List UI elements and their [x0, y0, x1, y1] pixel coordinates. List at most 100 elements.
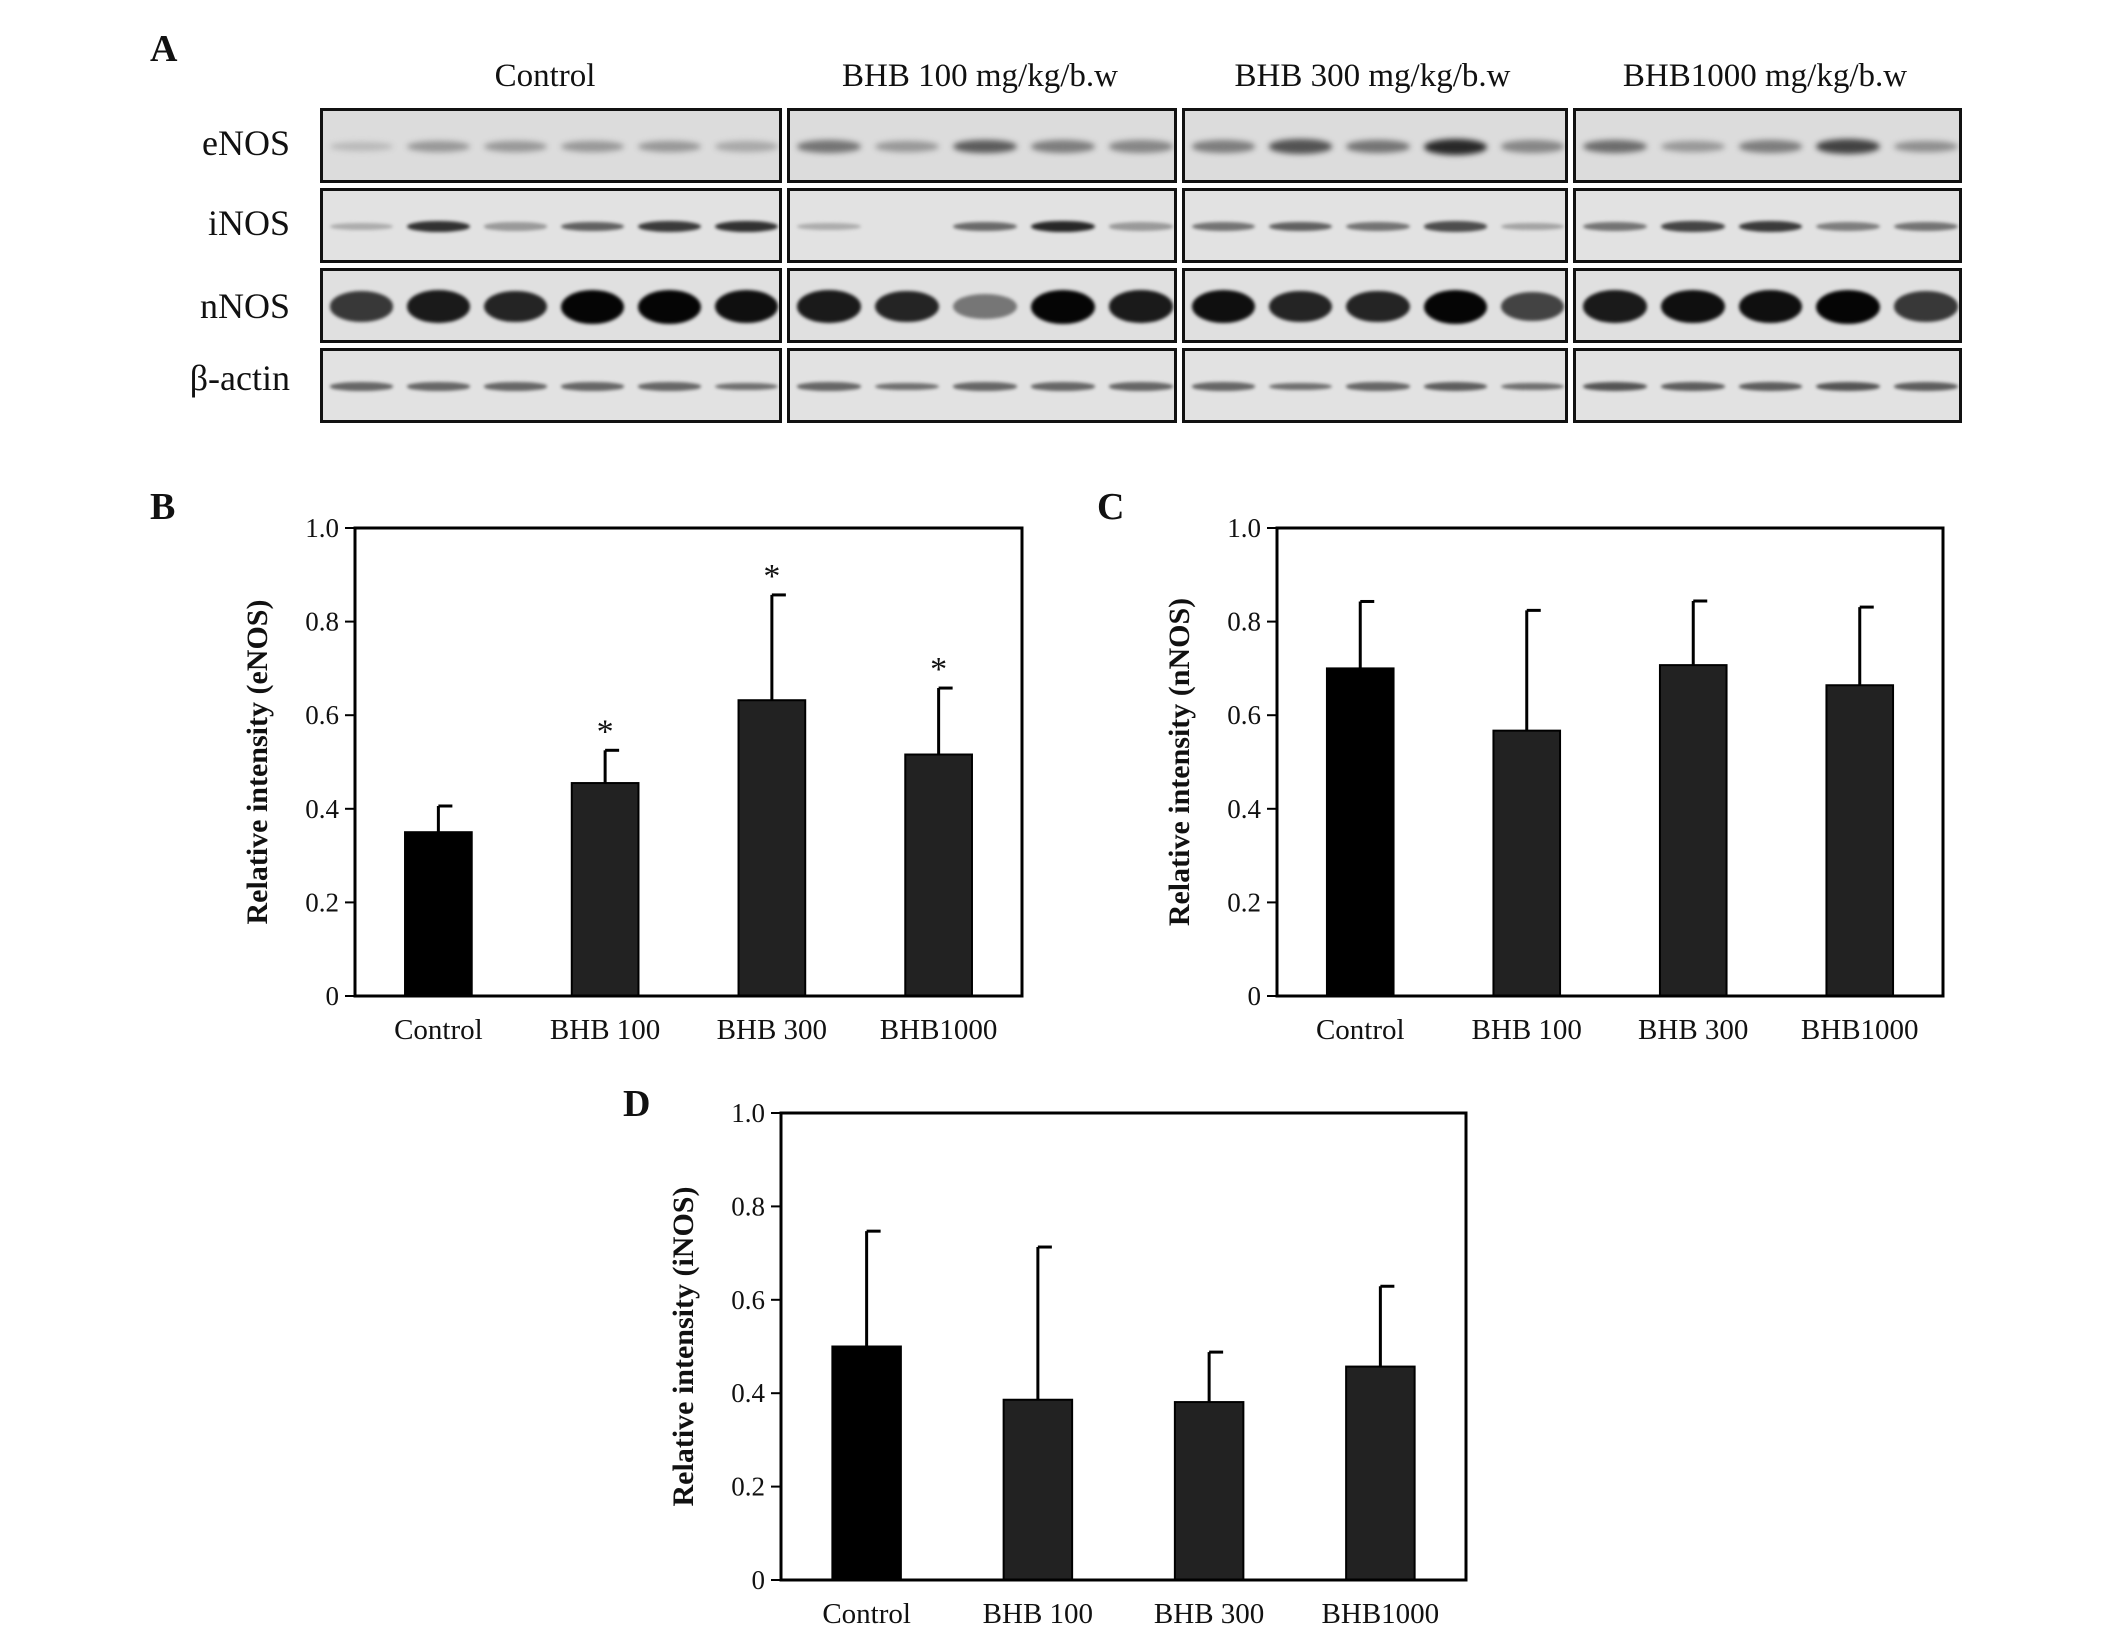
blot-box-enos-group-2 — [787, 108, 1177, 183]
chart-c-y-tick-label: 0.6 — [1227, 700, 1261, 730]
chart-b-bar — [904, 753, 973, 998]
chart-d-y-tick-label: 0 — [752, 1565, 766, 1595]
blot-row-label-enos: eNOS — [202, 123, 290, 163]
blot-band — [560, 289, 625, 324]
blot-band — [1738, 140, 1803, 153]
blot-band — [560, 221, 625, 232]
blot-box-actin-group-4 — [1573, 348, 1962, 423]
blot-band — [1816, 382, 1881, 391]
blot-band — [1660, 289, 1725, 324]
blot-row-label-nnos: nNOS — [199, 286, 290, 326]
blot-box-enos-group-3 — [1182, 108, 1568, 183]
blot-band — [797, 222, 861, 231]
blot-band — [329, 382, 394, 391]
chart-d-category-label: BHB 100 — [983, 1598, 1093, 1629]
chart-b-y-tick-label: 0.4 — [305, 794, 339, 824]
chart-c-bar — [1658, 664, 1728, 998]
blot-band — [406, 382, 471, 391]
blot-band — [637, 289, 702, 324]
blot-band — [1500, 382, 1565, 391]
blot-band — [329, 222, 394, 231]
blot-band — [875, 382, 939, 391]
chart-c-y-tick-label: 0.8 — [1227, 607, 1261, 637]
chart-c-category-label: BHB1000 — [1801, 1014, 1919, 1046]
blot-band — [1191, 140, 1256, 153]
panel-d-letter: D — [623, 1083, 651, 1125]
chart-c-category-label: BHB 300 — [1638, 1014, 1748, 1046]
blot-band — [329, 141, 394, 152]
chart-b-category-label: Control — [394, 1014, 483, 1046]
blot-band — [1660, 382, 1725, 391]
chart-b-y-tick-label: 0.6 — [305, 700, 339, 730]
blot-band — [406, 220, 471, 233]
chart-d-y-tick-label: 0.8 — [731, 1191, 765, 1221]
chart-c-y-tick-label: 0 — [1248, 981, 1262, 1011]
blot-band — [406, 140, 471, 153]
blot-group-label-bhb300: BHB 300 mg/kg/b.w — [1234, 58, 1511, 94]
panel-c-letter: C — [1097, 486, 1125, 528]
blot-band — [953, 139, 1017, 154]
blot-band — [1894, 291, 1958, 322]
chart-d-bar — [831, 1345, 902, 1581]
blot-box-inos-group-3 — [1182, 188, 1568, 263]
blot-box-actin-group-1 — [320, 348, 782, 423]
blot-band — [1423, 138, 1487, 155]
blot-band — [1191, 221, 1256, 232]
blot-band — [714, 141, 779, 152]
blot-box-inos-group-2 — [787, 188, 1177, 263]
blot-box-nnos-group-4 — [1573, 268, 1962, 343]
chart-d-y-tick-label: 0.2 — [731, 1472, 765, 1502]
blot-band — [797, 290, 861, 323]
blot-box-inos-group-4 — [1573, 188, 1962, 263]
blot-band — [797, 382, 861, 391]
chart-b-y-tick-label: 0 — [326, 981, 340, 1011]
blot-band — [329, 291, 394, 322]
blot-box-inos-group-1 — [320, 188, 782, 263]
chart-c-y-tick-label: 1.0 — [1227, 513, 1261, 543]
chart-b-category-label: BHB1000 — [880, 1014, 998, 1046]
blot-band — [1583, 382, 1647, 391]
blot-band — [637, 221, 702, 232]
blot-band — [1816, 221, 1881, 231]
blot-band — [714, 289, 779, 324]
blot-band — [1031, 289, 1095, 324]
blot-band — [406, 290, 471, 323]
chart-b-y-tick-label: 0.8 — [305, 607, 339, 637]
chart-c-bar — [1825, 684, 1895, 997]
blot-band — [1109, 382, 1173, 391]
blot-band — [953, 382, 1017, 391]
blot-band — [1346, 221, 1410, 232]
blot-band — [1894, 221, 1958, 232]
chart-b-category-label: BHB 300 — [717, 1014, 827, 1046]
chart-c-y-axis-title: Relative intensity (nNOS) — [1163, 598, 1196, 926]
chart-d-category-label: BHB 300 — [1154, 1598, 1264, 1629]
blot-band — [1346, 290, 1410, 323]
blot-box-enos-group-4 — [1573, 108, 1962, 183]
blot-band — [714, 382, 779, 391]
blot-band — [1894, 140, 1958, 153]
blot-band — [1346, 140, 1410, 153]
blot-band — [1660, 140, 1725, 153]
chart-b-bar — [570, 782, 640, 997]
chart-b-y-tick-label: 1.0 — [305, 513, 339, 543]
blot-band — [1738, 221, 1803, 232]
chart-d-category-label: BHB1000 — [1322, 1598, 1440, 1629]
blot-band — [1660, 221, 1725, 232]
chart-d-y-tick-label: 0.4 — [731, 1378, 765, 1408]
panel-a-letter: A — [150, 28, 178, 70]
blot-band — [1346, 382, 1410, 391]
blot-group-label-bhb100: BHB 100 mg/kg/b.w — [842, 58, 1118, 94]
blot-band — [1269, 290, 1333, 323]
blot-band — [1031, 382, 1095, 391]
blot-band — [560, 382, 625, 391]
blot-group-label-control: Control — [494, 58, 596, 94]
chart-d-bar — [1173, 1401, 1245, 1581]
chart-b-bar — [404, 831, 473, 998]
blot-band — [1423, 382, 1487, 391]
chart-c-category-label: Control — [1316, 1014, 1405, 1046]
blot-band — [1894, 382, 1958, 391]
blot-band — [1738, 289, 1803, 324]
blot-band — [483, 222, 548, 231]
blot-group-label-bhb1000: BHB1000 mg/kg/b.w — [1622, 58, 1908, 94]
chart-c-y-tick-label: 0.4 — [1227, 794, 1261, 824]
